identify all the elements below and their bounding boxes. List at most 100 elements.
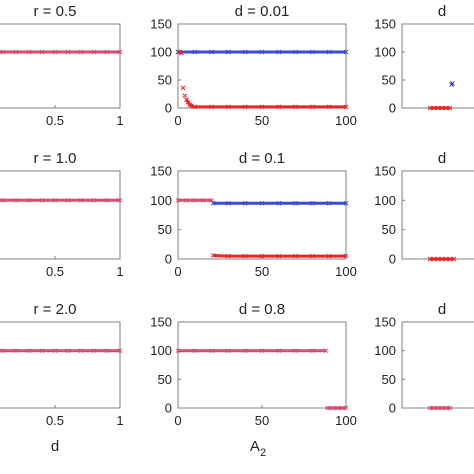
chart9-series1 — [427, 405, 453, 411]
chart6-ytick-label: 100 — [374, 193, 396, 208]
chart4-series1-point — [78, 197, 84, 203]
chart2-xtick-label: 50 — [255, 113, 269, 128]
chart5-axes-frame — [177, 170, 347, 260]
chart2-series2-point — [209, 104, 214, 110]
chart1-series1-point — [26, 49, 32, 55]
chart1-series1-point — [52, 49, 58, 55]
chart3-ytick-label: 50 — [382, 73, 396, 88]
chart7-xlabel: d — [51, 438, 59, 455]
chart4-series1-point — [65, 197, 71, 203]
chart5-xtick-label: 0 — [174, 264, 181, 279]
chart5-series3 — [210, 253, 349, 259]
chart5-title: d = 0.1 — [239, 150, 285, 167]
chart4-series1 — [0, 197, 123, 203]
chart9: 0 50 100 150 d — [374, 301, 474, 416]
chart4-series1-point — [13, 197, 19, 203]
chart2-xtick-label: 0 — [174, 113, 181, 128]
chart2-ytick-label: 150 — [150, 17, 172, 32]
chart8-series2 — [325, 405, 349, 411]
chart2-axes-frame — [177, 23, 347, 109]
chart7-series1-point — [65, 348, 71, 354]
chart6-series1-point — [439, 256, 445, 262]
chart5-series3-point — [326, 253, 332, 259]
chart3-ytick-label: 100 — [374, 45, 396, 60]
chart8: 0 50 100 0 50 100 150 d = 0.8 A2 — [150, 301, 357, 459]
chart3-series1-point — [431, 105, 437, 111]
chart1-series1-point — [13, 49, 19, 55]
chart3-title: d — [438, 3, 446, 20]
chart2-title: d = 0.01 — [235, 3, 290, 20]
chart7-series1-point — [117, 348, 123, 354]
chart5-series2-point — [276, 200, 282, 206]
chart8-title: d = 0.8 — [239, 301, 285, 318]
chart1-series1 — [0, 49, 123, 55]
chart2-series1-point — [343, 49, 349, 55]
chart4-title: r = 1.0 — [34, 150, 77, 167]
chart8-series2-point — [325, 405, 330, 411]
chart5-series2-point — [259, 200, 265, 206]
chart7-xtick-label: 1 — [116, 413, 123, 428]
chart4: 0.5 1 r = 1.0 — [0, 150, 124, 279]
chart2-series2-point — [184, 97, 189, 102]
chart6-series1 — [427, 256, 457, 262]
chart3-series2-point — [450, 81, 455, 86]
chart9-series1-point — [431, 405, 437, 411]
chart8-xlabel-subscript: 2 — [260, 447, 266, 459]
chart5-series2-point — [326, 200, 332, 206]
chart8-series1-point — [226, 348, 231, 354]
chart8-series1-point — [242, 348, 248, 354]
chart2-series1-point — [310, 49, 315, 55]
chart2-xtick-label: 100 — [335, 113, 357, 128]
chart4-axes-frame — [0, 170, 121, 260]
chart6-ytick-label: 0 — [389, 252, 396, 267]
chart7-series1-point — [13, 348, 19, 354]
chart1-xtick-label: 1 — [116, 113, 123, 128]
chart2: 0 50 100 0 50 100 150 d = 0.01 — [150, 3, 357, 128]
chart6: 0 50 100 150 d — [374, 150, 474, 267]
chart8-xlabel: A2 — [250, 438, 266, 459]
chart2-series1-point — [276, 49, 282, 55]
chart5-series2 — [210, 200, 349, 206]
chart5-series2-point — [210, 200, 216, 206]
chart7-series1-point — [39, 348, 45, 354]
chart7-series1-point — [52, 348, 58, 354]
chart4-series1-point — [26, 197, 32, 203]
chart3-series1-point — [443, 105, 449, 111]
chart8-series1-point — [293, 348, 298, 354]
chart9-ytick-label: 100 — [374, 343, 396, 358]
chart1-axes-frame — [0, 23, 121, 109]
chart5-series2-point — [343, 200, 349, 206]
chart2-series2-point — [242, 104, 248, 110]
chart9-series1-point — [439, 405, 445, 411]
chart9-ytick-label: 0 — [389, 401, 396, 416]
chart2-series2-point — [226, 104, 231, 110]
chart2-ytick-label: 0 — [165, 101, 172, 116]
chart2-ytick-label: 50 — [158, 73, 172, 88]
chart8-ytick-label: 100 — [150, 343, 172, 358]
chart9-title: d — [438, 301, 446, 318]
chart5-series3-point — [276, 253, 282, 259]
chart6-series1-point — [447, 256, 453, 262]
chart7-series1-point — [78, 348, 84, 354]
chart2-series1-point — [209, 49, 214, 55]
chart1-title: r = 0.5 — [34, 3, 77, 20]
chart1-series1-point — [104, 49, 110, 55]
chart7-xtick-label: 0.5 — [46, 413, 64, 428]
chart5-ytick-label: 100 — [150, 193, 172, 208]
chart9-series1-point — [443, 405, 449, 411]
chart8-ytick-label: 150 — [150, 315, 172, 330]
chart4-series1-point — [52, 197, 58, 203]
chart5-ytick-label: 50 — [158, 222, 172, 237]
chart5-series3-point — [242, 253, 248, 259]
chart4-series1-point — [117, 197, 123, 203]
chart2-series2-point — [276, 104, 282, 110]
chart2-series2-point — [179, 50, 184, 56]
chart9-ytick-label: 150 — [374, 315, 396, 330]
chart2-series1 — [175, 49, 349, 55]
chart9-series1-point — [447, 405, 453, 411]
chart8-xtick-label: 50 — [255, 413, 269, 428]
chart6-series1-point — [435, 256, 441, 262]
chart1-series1-point — [0, 49, 6, 55]
chart3-ytick-label: 150 — [374, 17, 396, 32]
